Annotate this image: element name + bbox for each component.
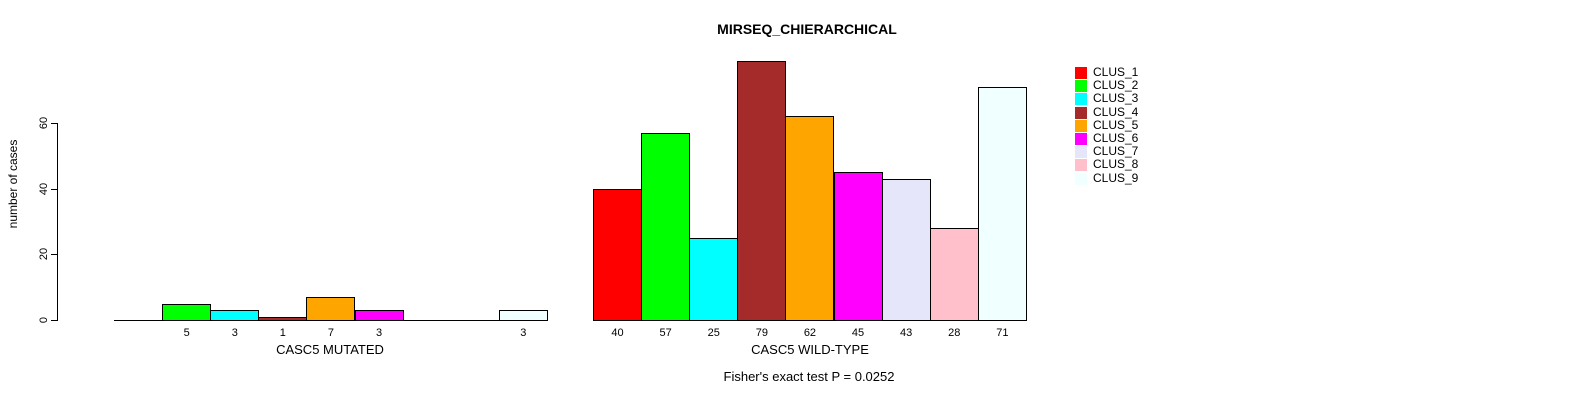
y-tick-label: 0: [38, 316, 50, 324]
bar-mutated-CLUS_1: [114, 320, 164, 321]
bar-mutated-CLUS_7: [402, 320, 452, 321]
legend-label-CLUS_7: CLUS_7: [1093, 144, 1139, 159]
bar-wild-type-CLUS_1: [593, 189, 643, 321]
bar-wild-type-CLUS_6: [833, 172, 883, 321]
legend-swatch-CLUS_4: [1075, 106, 1087, 119]
legend-label-CLUS_9: CLUS_9: [1093, 170, 1139, 185]
bar-wild-type-CLUS_2: [641, 133, 691, 321]
bar-wild-type-CLUS_5-value: 62: [803, 327, 817, 339]
y-tick-label: 60: [38, 116, 50, 130]
y-axis-title: number of cases: [6, 139, 20, 229]
bar-mutated-CLUS_9-value: 3: [520, 327, 527, 339]
bar-mutated-CLUS_2-value: 5: [183, 327, 190, 339]
bar-mutated-CLUS_6: [354, 310, 404, 321]
chart-title: MIRSEQ_CHIERARCHICAL: [717, 21, 897, 37]
bar-wild-type-CLUS_7-value: 43: [900, 327, 913, 339]
legend-label-CLUS_1: CLUS_1: [1093, 65, 1139, 79]
y-axis-line: [57, 123, 58, 321]
bar-mutated-CLUS_9: [498, 310, 548, 321]
bar-wild-type-CLUS_6-value: 45: [851, 327, 865, 339]
bar-mutated-CLUS_3-value: 3: [231, 327, 238, 339]
group-label-casc5-mutated: CASC5 MUTATED: [276, 342, 384, 357]
bar-wild-type-CLUS_8: [929, 228, 979, 321]
y-tick-label: 40: [38, 182, 50, 196]
y-tick-mark: [51, 254, 58, 255]
legend-swatch-CLUS_6: [1075, 133, 1087, 145]
y-tick-mark: [51, 189, 58, 190]
y-tick-label: 20: [38, 247, 50, 261]
fisher-test-annotation: Fisher's exact test P = 0.0252: [723, 369, 895, 384]
bar-wild-type-CLUS_5: [785, 116, 835, 321]
legend-swatch-CLUS_5: [1075, 119, 1087, 132]
bar-wild-type-CLUS_9-value: 71: [996, 327, 1009, 339]
bar-mutated-CLUS_4-value: 1: [279, 327, 286, 339]
bar-wild-type-CLUS_3-value: 25: [707, 327, 720, 339]
legend-label-CLUS_8: CLUS_8: [1093, 157, 1139, 172]
bar-wild-type-CLUS_8-value: 28: [948, 327, 961, 339]
y-tick-mark: [51, 320, 58, 321]
bar-wild-type-CLUS_1-value: 40: [611, 327, 624, 339]
bar-mutated-CLUS_2: [162, 304, 212, 321]
bar-mutated-CLUS_3: [210, 310, 260, 321]
legend-swatch-CLUS_9: [1075, 172, 1087, 185]
bar-wild-type-CLUS_4-value: 79: [755, 327, 768, 339]
legend-swatch-CLUS_8: [1075, 159, 1087, 172]
legend-swatch-CLUS_3: [1075, 93, 1087, 106]
bar-wild-type-CLUS_7: [881, 179, 931, 321]
legend-label-CLUS_6: CLUS_6: [1093, 131, 1139, 145]
bar-wild-type-CLUS_3: [689, 238, 739, 321]
bar-mutated-CLUS_5: [306, 297, 356, 321]
legend-swatch-CLUS_1: [1075, 67, 1087, 79]
bar-mutated-CLUS_8: [450, 320, 500, 321]
bar-wild-type-CLUS_2-value: 57: [659, 327, 672, 339]
bar-mutated-CLUS_5-value: 7: [327, 327, 334, 339]
legend-label-CLUS_5: CLUS_5: [1093, 117, 1139, 132]
legend-label-CLUS_3: CLUS_3: [1093, 91, 1139, 106]
legend-swatch-CLUS_2: [1075, 80, 1087, 93]
bar-wild-type-CLUS_9: [977, 87, 1027, 321]
legend-label-CLUS_2: CLUS_2: [1093, 78, 1139, 93]
legend-label-CLUS_4: CLUS_4: [1093, 104, 1139, 119]
bar-wild-type-CLUS_4: [737, 61, 787, 321]
bar-mutated-CLUS_4: [258, 317, 308, 321]
y-tick-mark: [51, 123, 58, 124]
bar-mutated-CLUS_6-value: 3: [375, 327, 383, 339]
legend-swatch-CLUS_7: [1075, 146, 1087, 159]
group-label-casc5-wild-type: CASC5 WILD-TYPE: [751, 342, 869, 357]
